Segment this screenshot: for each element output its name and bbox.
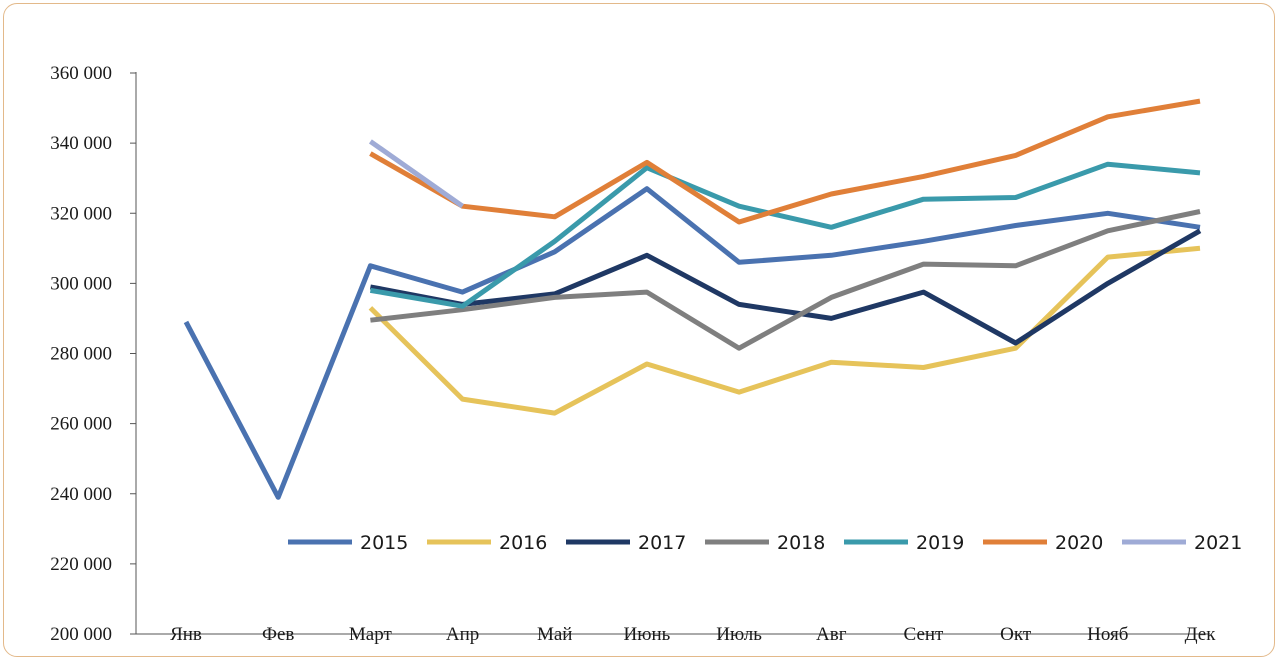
legend-label-2016: 2016 — [499, 532, 547, 554]
series-line-2017 — [369, 228, 1202, 346]
y-tick-label: 200 000 — [50, 624, 112, 645]
x-tick-label: Окт — [1000, 624, 1032, 645]
legend-label-2018: 2018 — [777, 532, 825, 554]
y-tick-label: 300 000 — [50, 273, 112, 294]
y-axis-labels: 200 000 220 000 240 000 260 000 280 000 300 0… — [50, 63, 112, 645]
legend-label-2021: 2021 — [1194, 532, 1242, 554]
series-line-2015 — [183, 186, 1201, 500]
x-tick-label: Фев — [262, 624, 294, 645]
x-tick-label: Сент — [904, 624, 945, 645]
x-tick-label: Авг — [816, 624, 847, 645]
y-tick-label: 340 000 — [50, 133, 112, 154]
y-tick-label: 280 000 — [50, 344, 112, 365]
x-tick-label: Июнь — [624, 624, 671, 645]
series-line-2019 — [369, 161, 1201, 309]
x-tick-label: Май — [537, 624, 573, 645]
chart-frame — [3, 3, 1275, 657]
series-line-2016 — [368, 245, 1201, 416]
legend: 2015 2016 2017 2018 2019 2020 2021 — [288, 532, 1242, 554]
legend-label-2020: 2020 — [1055, 532, 1103, 554]
y-tick-label: 260 000 — [50, 414, 112, 435]
x-tick-label: Нояб — [1087, 624, 1128, 645]
x-tick-label: Март — [349, 624, 393, 645]
y-tick-label: 240 000 — [50, 484, 112, 505]
y-tick-label: 320 000 — [50, 203, 112, 224]
legend-label-2019: 2019 — [916, 532, 964, 554]
x-axis-labels: Янв Фев Март Апр Май Июнь Июль Авг Сент Окт Нояб Де… — [170, 624, 1216, 645]
legend-label-2017: 2017 — [638, 532, 686, 554]
y-tick-label: 360 000 — [50, 63, 112, 84]
series-line-2021 — [368, 139, 464, 209]
series-lines — [183, 98, 1202, 500]
axes — [130, 72, 1210, 635]
series-line-2020 — [369, 98, 1201, 225]
legend-label-2015: 2015 — [360, 532, 408, 554]
series-line-2018 — [370, 209, 1201, 351]
y-tick-label: 220 000 — [50, 554, 112, 575]
x-tick-label: Июль — [716, 624, 762, 645]
x-tick-label: Янв — [170, 624, 202, 645]
x-tick-label: Апр — [446, 624, 479, 645]
x-tick-label: Дек — [1185, 624, 1217, 645]
